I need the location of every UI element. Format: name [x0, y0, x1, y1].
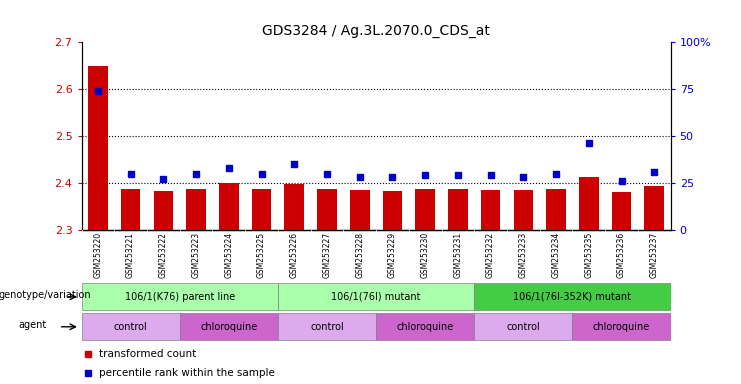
Text: GSM253234: GSM253234 [551, 232, 560, 278]
Bar [514, 190, 533, 230]
Bar [179, 313, 278, 340]
Bar [186, 189, 206, 230]
Bar [474, 283, 671, 310]
Text: GSM253225: GSM253225 [257, 232, 266, 278]
Text: percentile rank within the sample: percentile rank within the sample [99, 368, 275, 379]
Title: GDS3284 / Ag.3L.2070.0_CDS_at: GDS3284 / Ag.3L.2070.0_CDS_at [262, 24, 490, 38]
Text: GSM253237: GSM253237 [650, 232, 659, 278]
Bar [82, 313, 179, 340]
Text: agent: agent [19, 320, 47, 330]
Text: GSM253220: GSM253220 [93, 232, 102, 278]
Text: chloroquine: chloroquine [200, 322, 257, 332]
Bar [350, 190, 370, 230]
Text: chloroquine: chloroquine [396, 322, 453, 332]
Text: 106/1(76I) mutant: 106/1(76I) mutant [331, 292, 421, 302]
Bar [415, 189, 435, 230]
Text: GSM253222: GSM253222 [159, 232, 167, 278]
Bar [82, 283, 278, 310]
Text: transformed count: transformed count [99, 349, 196, 359]
Text: GSM253228: GSM253228 [355, 232, 364, 278]
Bar [481, 190, 500, 230]
Text: GSM253227: GSM253227 [322, 232, 331, 278]
Text: GSM253223: GSM253223 [192, 232, 201, 278]
Text: GSM253226: GSM253226 [290, 232, 299, 278]
Text: GSM253236: GSM253236 [617, 232, 626, 278]
Bar [611, 192, 631, 230]
Bar [219, 183, 239, 230]
Bar [278, 283, 474, 310]
Text: GSM253233: GSM253233 [519, 232, 528, 278]
Text: control: control [310, 322, 344, 332]
Bar [572, 313, 671, 340]
Bar [474, 313, 572, 340]
Text: 106/1(K76) parent line: 106/1(K76) parent line [124, 292, 235, 302]
Bar [645, 186, 664, 230]
Bar [579, 177, 599, 230]
Bar [382, 191, 402, 230]
Text: GSM253224: GSM253224 [225, 232, 233, 278]
Text: GSM253235: GSM253235 [585, 232, 594, 278]
Text: control: control [113, 322, 147, 332]
Text: chloroquine: chloroquine [593, 322, 650, 332]
Text: control: control [506, 322, 540, 332]
Text: GSM253230: GSM253230 [421, 232, 430, 278]
Text: genotype/variation: genotype/variation [0, 290, 91, 300]
Bar [88, 66, 107, 230]
Bar [376, 313, 474, 340]
Text: GSM253231: GSM253231 [453, 232, 462, 278]
Text: GSM253221: GSM253221 [126, 232, 135, 278]
Bar [278, 313, 376, 340]
Text: GSM253232: GSM253232 [486, 232, 495, 278]
Bar [153, 191, 173, 230]
Bar [546, 189, 566, 230]
Bar [252, 189, 271, 230]
Text: GSM253229: GSM253229 [388, 232, 397, 278]
Bar [121, 189, 141, 230]
Bar [317, 189, 336, 230]
Bar [448, 189, 468, 230]
Bar [285, 184, 304, 230]
Text: 106/1(76I-352K) mutant: 106/1(76I-352K) mutant [514, 292, 631, 302]
